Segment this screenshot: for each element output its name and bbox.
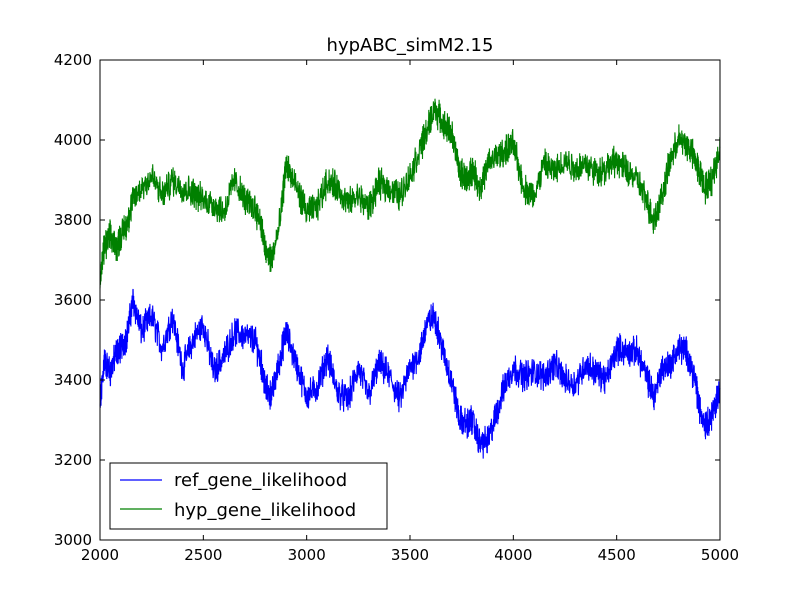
x-tick-label: 3500 — [391, 546, 429, 564]
legend-label-ref: ref_gene_likelihood — [174, 470, 347, 491]
y-tick-label: 4200 — [54, 51, 92, 69]
x-tick-label: 5000 — [701, 546, 739, 564]
x-tick-label: 3000 — [288, 546, 326, 564]
y-tick-label: 3800 — [54, 211, 92, 229]
legend-label-hyp: hyp_gene_likelihood — [174, 500, 356, 521]
x-tick-label: 2000 — [81, 546, 119, 564]
chart-title: hypABC_simM2.15 — [327, 35, 494, 56]
series-line-ref_gene_likelihood — [99, 288, 721, 459]
x-tick-label: 4000 — [494, 546, 532, 564]
y-tick-label: 3600 — [54, 291, 92, 309]
legend: ref_gene_likelihood hyp_gene_likelihood — [109, 462, 388, 530]
legend-box — [109, 462, 388, 530]
x-tick-label: 4500 — [598, 546, 636, 564]
y-tick-label: 3000 — [54, 531, 92, 549]
y-tick-label: 3400 — [54, 371, 92, 389]
y-tick-label: 4000 — [54, 131, 92, 149]
axis-ticks: 2000 2500 3000 3500 4000 4500 5000 3000 3200 3400… — [54, 51, 739, 564]
y-tick-label: 3200 — [54, 451, 92, 469]
plot-area — [99, 98, 721, 459]
series-line-hyp_gene_likelihood — [99, 98, 721, 289]
x-tick-label: 2500 — [184, 546, 222, 564]
